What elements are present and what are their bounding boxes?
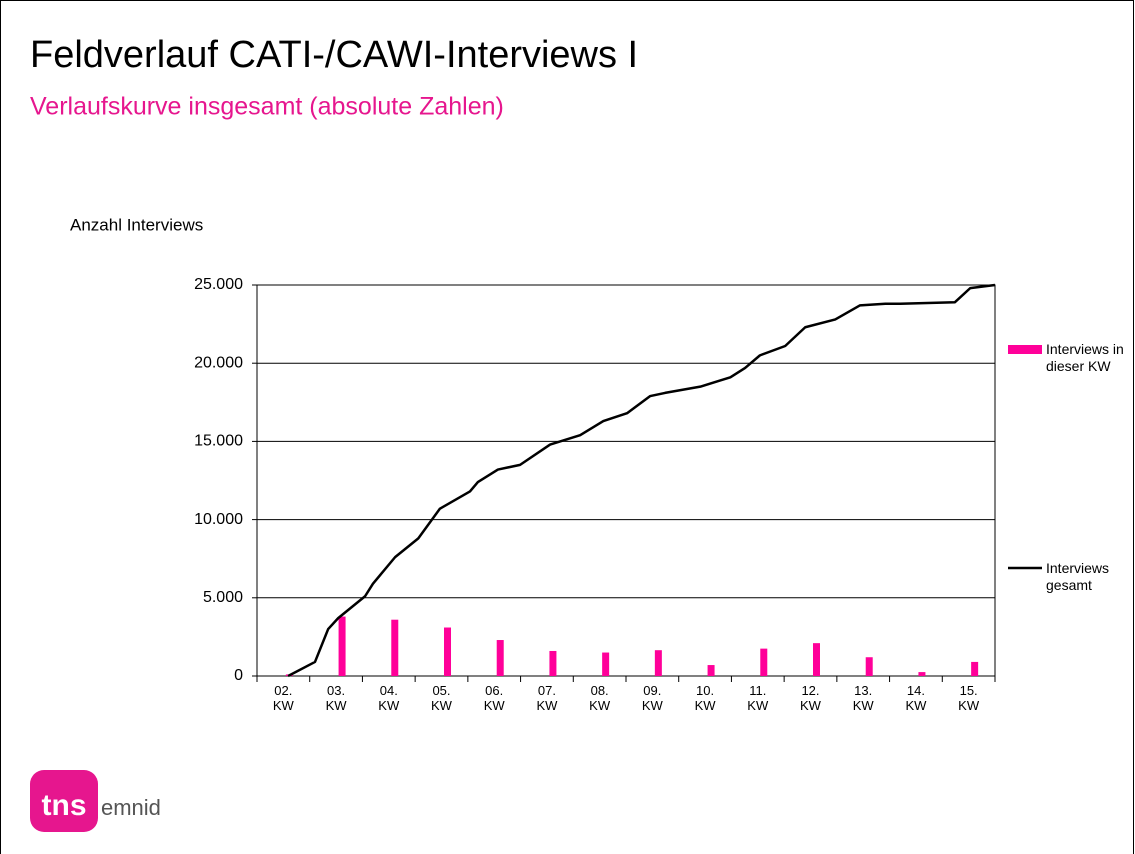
y-tick-label: 5.000 <box>203 589 243 606</box>
bar <box>549 650 557 676</box>
bar <box>918 672 926 676</box>
x-tick-label: 05. KW <box>431 683 452 713</box>
bar <box>654 650 662 676</box>
bar <box>496 640 504 676</box>
bar <box>444 627 451 676</box>
legend-swatch <box>1008 345 1042 354</box>
line <box>287 283 996 678</box>
bar <box>813 643 820 676</box>
bar <box>971 661 979 676</box>
y-tick-label: 20.000 <box>194 354 243 371</box>
title: Feldverlauf CATI-/CAWI-Interviews I <box>30 34 638 76</box>
x-tick-label: 15. KW <box>958 683 980 713</box>
x-tick-label: 13. KW <box>852 683 874 713</box>
bar <box>865 657 873 676</box>
x-tick-label: 08. KW <box>589 683 611 713</box>
x-tick-label: 10. KW <box>694 683 716 713</box>
y-tick-label: 0 <box>234 667 243 684</box>
x-tick-label: 11. KW <box>747 683 769 713</box>
bar <box>602 652 610 676</box>
bar <box>760 648 768 676</box>
logo-mark-bg <box>30 770 98 832</box>
x-tick-label: 06. KW <box>483 683 505 713</box>
legend-label: Interviews gesamt <box>1046 560 1110 593</box>
x-tick-label: 07. KW <box>536 683 558 713</box>
logo-mark: tns <box>42 789 87 822</box>
x-tick-label: 04. KW <box>378 683 400 713</box>
legend-label: Interviews in dieser KW <box>1046 341 1124 374</box>
x-tick-label: 12. KW <box>800 683 821 713</box>
plot-border <box>256 284 996 677</box>
y-tick-label: 25.000 <box>194 276 243 293</box>
subtitle: Verlaufskurve insgesamt (absolute Zahlen… <box>30 93 504 121</box>
x-tick-label: 03. KW <box>325 683 347 713</box>
x-tick-label: 09. KW <box>641 683 663 713</box>
bar <box>338 616 346 676</box>
bar <box>391 619 399 676</box>
y-tick-label: 10.000 <box>194 511 243 528</box>
y-tick-label: 15.000 <box>194 433 243 450</box>
bar <box>707 665 715 676</box>
logo-text: emnid <box>101 795 161 820</box>
x-tick-label: 14. KW <box>905 683 927 713</box>
x-tick-label: 02. KW <box>272 683 294 713</box>
y-axis-label: Anzahl Interviews <box>70 215 203 234</box>
